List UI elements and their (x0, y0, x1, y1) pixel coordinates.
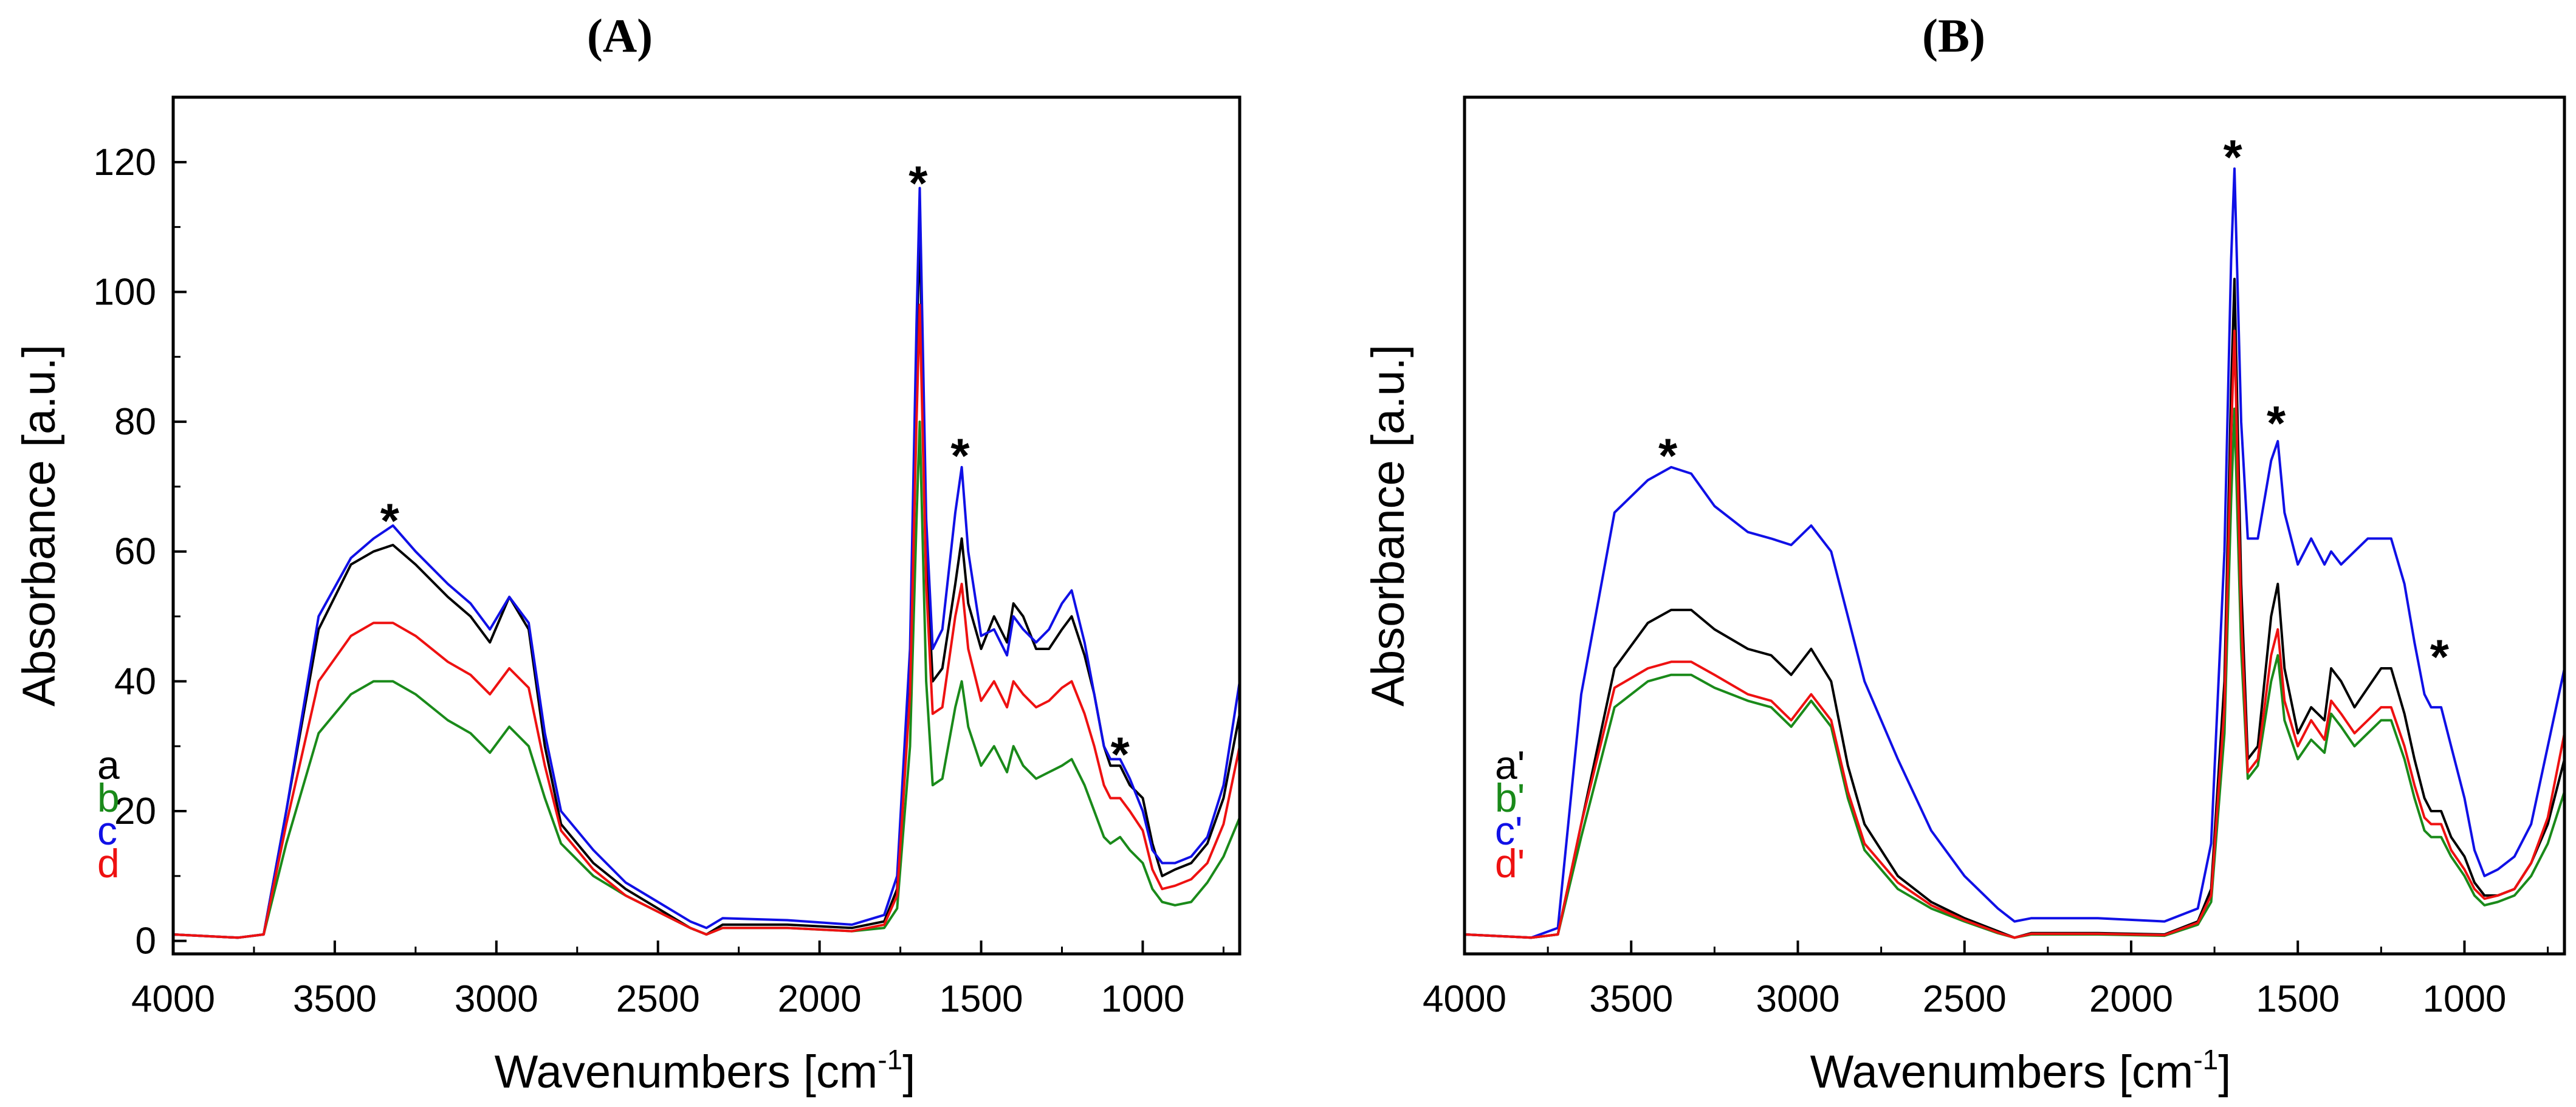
x-tick-label: 1000 (2422, 978, 2506, 1020)
legend-entry: c (97, 808, 117, 853)
x-axis-title: Wavenumbers [cm-1] (495, 1044, 916, 1098)
x-tick-label: 2000 (2089, 978, 2173, 1020)
series-group (173, 187, 1240, 939)
x-tick-label: 4000 (1423, 978, 1506, 1020)
x-tick-label: 3000 (1756, 978, 1840, 1020)
x-tick-label: 4000 (131, 978, 215, 1020)
y-tick-label: 100 (94, 271, 156, 313)
legend-entry: a (97, 742, 120, 787)
peak-annotation: * (380, 493, 400, 547)
x-tick-label: 1500 (2256, 978, 2340, 1020)
legend-entry: c' (1495, 808, 1523, 853)
peak-annotation: * (1111, 727, 1130, 781)
y-tick-label: 60 (114, 531, 156, 573)
peak-annotation: * (2430, 630, 2450, 684)
y-tick-label: 120 (94, 142, 156, 183)
plot-frame (171, 95, 1242, 956)
series-line-a (173, 225, 1240, 939)
peak-annotation: * (950, 429, 970, 483)
plot-frame (1463, 95, 2566, 956)
series-line-d (173, 303, 1240, 939)
x-tick-label: 2500 (616, 978, 700, 1020)
series-line-b (173, 420, 1240, 939)
x-tick-label: 1500 (939, 978, 1023, 1020)
peak-annotation: * (1658, 429, 1678, 483)
x-tick-label: 2000 (778, 978, 862, 1020)
peak-annotation: * (2267, 396, 2286, 450)
y-tick-label: 40 (114, 660, 156, 702)
x-tick-label: 1000 (1101, 978, 1184, 1020)
series-group (1465, 167, 2564, 939)
y-tick-label: 80 (114, 401, 156, 443)
peak-annotation: * (2224, 130, 2243, 184)
series-line-bprime (1465, 407, 2564, 939)
x-tick-label: 3500 (293, 978, 377, 1020)
x-tick-label: 2500 (1923, 978, 2007, 1020)
series-line-dprime (1465, 329, 2564, 939)
series-line-cprime (1465, 167, 2564, 939)
series-line-c (173, 187, 1240, 939)
x-axis-title: Wavenumbers [cm-1] (1810, 1044, 2231, 1098)
panel-a: (A) 4000 3500 3000 2500 2000 1500 1000 0 20 40 60 80… (13, 9, 1242, 1098)
legend-entry: d' (1495, 841, 1525, 886)
legend-entry: b (97, 775, 120, 820)
legend-entry: b' (1495, 775, 1525, 820)
panel-b: (B) 4000 3500 3000 2500 2000 1500 1000 Wavenumbe… (1362, 9, 2566, 1098)
panel-label: (A) (587, 9, 653, 62)
y-tick-label: 0 (136, 920, 156, 962)
y-tick-label: 20 (114, 790, 156, 832)
series-line-aprime (1465, 278, 2564, 939)
legend-entry: d (97, 841, 120, 886)
y-axis-title: Absorbance [a.u.] (13, 344, 65, 707)
legend-entry: a' (1495, 742, 1525, 787)
y-axis-title: Absorbance [a.u.] (1362, 344, 1414, 707)
peak-annotation: * (908, 156, 928, 210)
x-tick-label: 3000 (455, 978, 538, 1020)
x-tick-label: 3500 (1589, 978, 1673, 1020)
panel-label: (B) (1922, 9, 1985, 62)
